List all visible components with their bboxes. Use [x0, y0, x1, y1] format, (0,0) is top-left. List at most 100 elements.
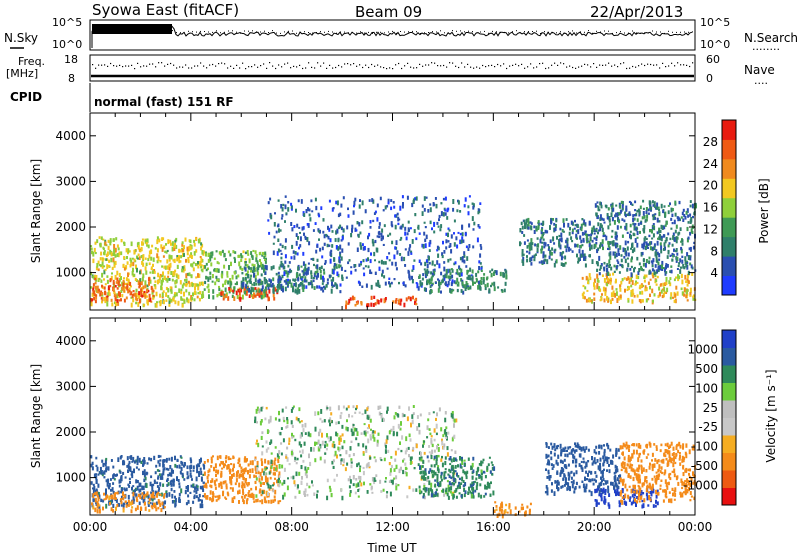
vel-cell: [256, 467, 259, 472]
power-cell: [628, 281, 631, 284]
power-cell: [449, 243, 452, 248]
vel-cell: [105, 503, 108, 509]
power-cell: [656, 269, 659, 274]
power-cell: [542, 238, 545, 241]
vel-cell: [307, 467, 310, 470]
vel-cell: [301, 449, 304, 454]
vel-cell: [430, 454, 433, 460]
vel-cell: [131, 506, 134, 509]
nsearch-dot: [244, 30, 245, 32]
power-cell: [297, 284, 300, 288]
power-cell: [443, 277, 446, 281]
power-cell: [265, 278, 267, 284]
nsearch-dot: [304, 31, 305, 33]
power-cell: [315, 275, 318, 280]
power-cell: [673, 237, 676, 242]
vel-cell: [111, 487, 114, 492]
nave-dot: [179, 66, 181, 68]
vel-cell: [304, 493, 306, 497]
nave-dot: [386, 68, 388, 70]
vel-cell: [547, 454, 550, 458]
nave-dot: [257, 66, 259, 68]
nave-dot: [221, 62, 223, 64]
power-cell: [566, 241, 569, 246]
power-cell: [322, 285, 325, 289]
vel-cell: [375, 474, 378, 477]
vel-cell: [122, 471, 125, 475]
vel-cell: [263, 482, 265, 485]
power-cell: [313, 272, 316, 278]
vel-cell: [266, 482, 269, 486]
velocity-panel-bg: [90, 318, 695, 515]
colorbar-tick-label: 16: [703, 201, 718, 215]
power-cell: [99, 257, 102, 261]
vel-cell: [404, 450, 407, 455]
vel-cell: [451, 413, 454, 419]
power-cell: [630, 290, 633, 293]
power-cell: [599, 226, 602, 232]
vel-cell: [261, 461, 264, 466]
power-cell: [656, 251, 659, 256]
vel-cell: [410, 422, 412, 428]
vel-cell: [388, 462, 391, 466]
power-cell: [615, 245, 617, 249]
power-cell: [438, 281, 440, 286]
power-cell: [166, 278, 169, 283]
power-cell: [659, 265, 662, 271]
power-cell: [415, 303, 418, 306]
power-cell: [256, 292, 259, 296]
power-cell: [245, 283, 248, 289]
power-cell: [96, 239, 99, 244]
vel-cell: [455, 495, 458, 499]
power-cell: [261, 280, 264, 285]
power-cell: [650, 260, 653, 263]
power-cell: [145, 270, 148, 275]
power-cell: [130, 259, 133, 264]
vel-cell: [137, 493, 140, 497]
power-cell: [527, 217, 530, 223]
vel-cell: [449, 456, 452, 461]
power-cell: [283, 271, 286, 276]
power-cell: [170, 242, 172, 246]
nave-legend-dots: ....: [754, 74, 768, 87]
power-cell: [624, 258, 627, 264]
nsearch-dot: [516, 30, 517, 32]
vel-cell: [352, 475, 355, 480]
power-cell: [113, 292, 116, 298]
nsearch-dot: [680, 31, 681, 33]
power-cell: [459, 232, 462, 236]
power-cell: [617, 295, 620, 301]
power-cell: [614, 292, 617, 298]
vel-cell: [268, 419, 271, 424]
vel-cell: [453, 457, 455, 462]
power-cell: [159, 260, 162, 263]
power-cell: [284, 204, 287, 210]
power-cell: [137, 253, 140, 257]
power-cell: [630, 201, 632, 205]
power-cell: [98, 264, 101, 267]
vel-cell: [103, 471, 105, 474]
nave-dot: [158, 62, 160, 64]
power-cell: [180, 288, 183, 291]
vel-cell: [152, 502, 155, 507]
vel-cell: [444, 456, 447, 460]
power-cell: [681, 291, 684, 295]
power-cell: [244, 267, 247, 272]
vel-cell: [522, 506, 524, 510]
power-cell: [602, 286, 605, 292]
power-cell: [233, 296, 236, 301]
power-cell: [632, 217, 635, 222]
nave-label: Nave: [744, 63, 775, 77]
power-cell: [198, 281, 201, 287]
power-cell: [110, 298, 113, 302]
power-cell: [415, 237, 418, 241]
power-cell: [255, 289, 258, 293]
power-cell: [436, 249, 439, 252]
power-cell: [131, 257, 134, 260]
power-cell: [252, 249, 255, 252]
vel-cell: [168, 457, 171, 461]
vel-cell: [494, 501, 497, 504]
power-cell: [643, 215, 646, 219]
power-cell: [687, 255, 690, 260]
power-cell: [686, 299, 689, 302]
